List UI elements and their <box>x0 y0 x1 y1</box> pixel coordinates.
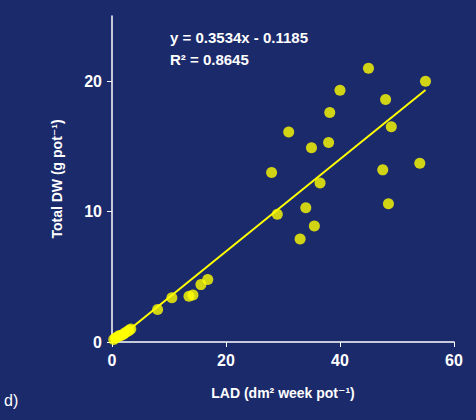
svg-text:R² = 0.8645: R² = 0.8645 <box>170 51 249 68</box>
svg-text:0: 0 <box>93 334 102 351</box>
svg-text:d): d) <box>4 392 18 409</box>
svg-text:Total DW (g pot⁻¹): Total DW (g pot⁻¹) <box>49 119 65 238</box>
svg-text:20: 20 <box>84 73 102 90</box>
svg-text:0: 0 <box>108 352 117 369</box>
svg-text:LAD (dm² week pot⁻¹): LAD (dm² week pot⁻¹) <box>211 385 355 401</box>
svg-text:20: 20 <box>217 352 235 369</box>
svg-text:40: 40 <box>331 352 349 369</box>
svg-text:y = 0.3534x - 0.1185: y = 0.3534x - 0.1185 <box>170 29 308 46</box>
svg-text:60: 60 <box>445 352 463 369</box>
svg-text:10: 10 <box>84 203 102 220</box>
